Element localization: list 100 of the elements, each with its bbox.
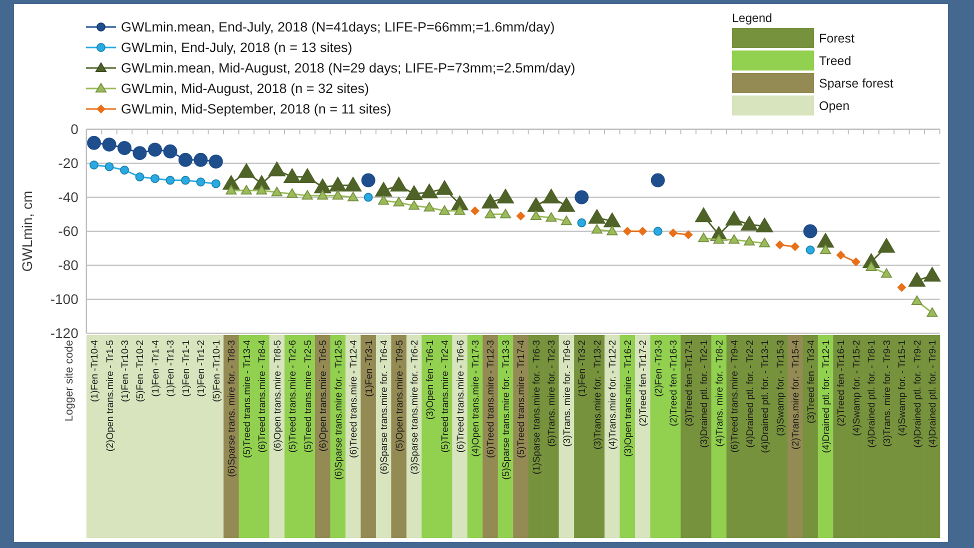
x-tick-label: (5)Open trans.mire - Tr9-5	[394, 340, 406, 452]
point	[271, 186, 282, 196]
x-tick-label: (6)Treed trans.mire - Tr6-6	[455, 340, 466, 453]
text: Logger site code	[63, 340, 76, 422]
point	[393, 196, 404, 206]
legend-label: GWLmin, Mid-September, 2018 (n = 11 sites)	[121, 102, 392, 117]
x-tick-label: (6)Open trans.mire - Tr6-5	[318, 340, 330, 452]
point	[470, 206, 480, 216]
legend-label: GWLmin, Mid-August, 2018 (n = 32 sites)	[121, 81, 369, 96]
y-tick-label: -60	[58, 223, 79, 240]
text: Treed	[819, 54, 852, 68]
point	[836, 250, 846, 260]
x-tick-label: (4)Open trans.mire - Tr17-3	[470, 340, 482, 457]
point	[135, 172, 144, 182]
x-tick-label: (5)Sparse trans.mire for. - Tr13-3	[500, 340, 512, 480]
x-tick-label: (3)Trans. mire for. - Tr9-3	[882, 340, 893, 447]
point	[268, 162, 286, 176]
point	[196, 178, 206, 186]
x-tick-label: (1)Fen -Tr3-2	[577, 340, 588, 397]
x-tick-label: (2)Open trans.mire - Tr1-5	[104, 340, 116, 452]
point	[790, 242, 800, 252]
point	[178, 152, 192, 167]
point	[897, 282, 906, 292]
point	[604, 212, 621, 228]
x-tick-label: (3)Drained ptl. for. - Tr2-1	[699, 340, 710, 448]
point	[436, 180, 454, 195]
point	[695, 208, 712, 222]
x-tick-label: (1)Fen -Tr1-2	[196, 340, 208, 397]
point	[87, 136, 102, 150]
point	[406, 185, 423, 200]
x-tick-label: (4)Drained ptl. for. - Tr12-1	[821, 340, 832, 454]
point	[577, 218, 586, 228]
x-tick-label: (4)Drained ptl. for. - Tr13-1	[760, 340, 772, 454]
point	[211, 179, 220, 188]
point	[744, 236, 755, 246]
point	[527, 197, 544, 212]
point	[375, 182, 392, 197]
point	[558, 197, 575, 212]
point	[390, 176, 408, 192]
text: Sparse forest	[819, 76, 894, 90]
point	[759, 238, 770, 248]
point	[194, 152, 208, 167]
x-tick-label: (5)Treed trans.mire - Tr17-4	[516, 339, 528, 458]
point	[606, 226, 618, 236]
y-axis-title: GWLmin, cm	[19, 190, 35, 272]
point	[348, 192, 359, 202]
x-tick-label: (5)Fen -Tr10-2	[135, 340, 146, 402]
point	[684, 230, 693, 240]
point	[851, 257, 860, 266]
x-tick-label: (1)Sparse trans.mire for. - Tr6-3	[531, 340, 542, 474]
legend-label: GWLmin.mean, Mid-August, 2018 (N=29 days; LIFE-P=73mm;=2.5mm/day)	[121, 60, 576, 76]
point	[439, 205, 450, 215]
x-tick-label: (3)Trans.mire for. - Tr13-2	[592, 340, 604, 450]
x-tick-label: (6)Treed trans.mire - Tr8-4	[257, 339, 268, 453]
point	[500, 208, 511, 218]
y-tick-label: -20	[58, 155, 79, 172]
legend-label: GWLmin, End-July, 2018 (n = 13 sites)	[121, 40, 352, 56]
point	[329, 176, 346, 192]
x-tick-label: (1)Fen -Tr1-3	[166, 340, 177, 397]
x-tick-label: (4)Drained ptl. for. - Tr9-2	[912, 340, 924, 448]
point	[878, 238, 895, 253]
point	[820, 244, 832, 254]
point	[90, 160, 99, 170]
point	[728, 234, 740, 244]
x-tick-label: (2)Treed fen -Tr16-1	[836, 340, 848, 426]
point	[104, 162, 114, 172]
y-tick-label: -40	[58, 189, 79, 206]
x-tick-label: (4)Trans. mire for. - Tr8-2	[714, 340, 726, 447]
point	[163, 144, 178, 158]
point	[238, 163, 255, 178]
point	[653, 226, 662, 236]
point	[298, 168, 316, 183]
point	[866, 262, 877, 271]
x-tick-label: (2)Fen -Tr3-3	[653, 340, 664, 397]
point	[740, 216, 758, 231]
point	[302, 190, 313, 200]
point	[546, 212, 557, 222]
x-tick-label: (3)Treed fen - Tr3-4	[806, 339, 817, 424]
point	[482, 194, 499, 208]
legend-label: GWLmin.mean, End-July, 2018 (N=41days; LIFE-P=66mm;=1.6mm/day)	[121, 20, 555, 35]
point	[150, 174, 160, 184]
x-tick-label: (3)Open fen -Tr6-1	[424, 340, 436, 420]
x-tick-label: (3)Sparse trans.mire for. - Tr6-2	[410, 340, 421, 474]
point	[120, 166, 129, 175]
text: Forest	[819, 31, 855, 46]
x-tick-label: (3)Swamp for. - Tr15-3	[775, 340, 786, 436]
point	[756, 218, 774, 232]
point	[132, 146, 147, 160]
point	[542, 188, 560, 204]
point	[530, 210, 542, 220]
x-tick-label: (5)Treed trans.mire - Tr13-4	[242, 339, 253, 458]
point	[516, 212, 526, 220]
point	[420, 184, 438, 198]
point	[817, 233, 834, 248]
point	[317, 190, 328, 200]
point	[574, 190, 589, 204]
y-tick-label: 0	[70, 121, 79, 138]
point	[650, 173, 665, 188]
x-tick-label: (5)Trans. mire for. - Tr2-3	[546, 340, 558, 447]
point	[484, 208, 496, 218]
